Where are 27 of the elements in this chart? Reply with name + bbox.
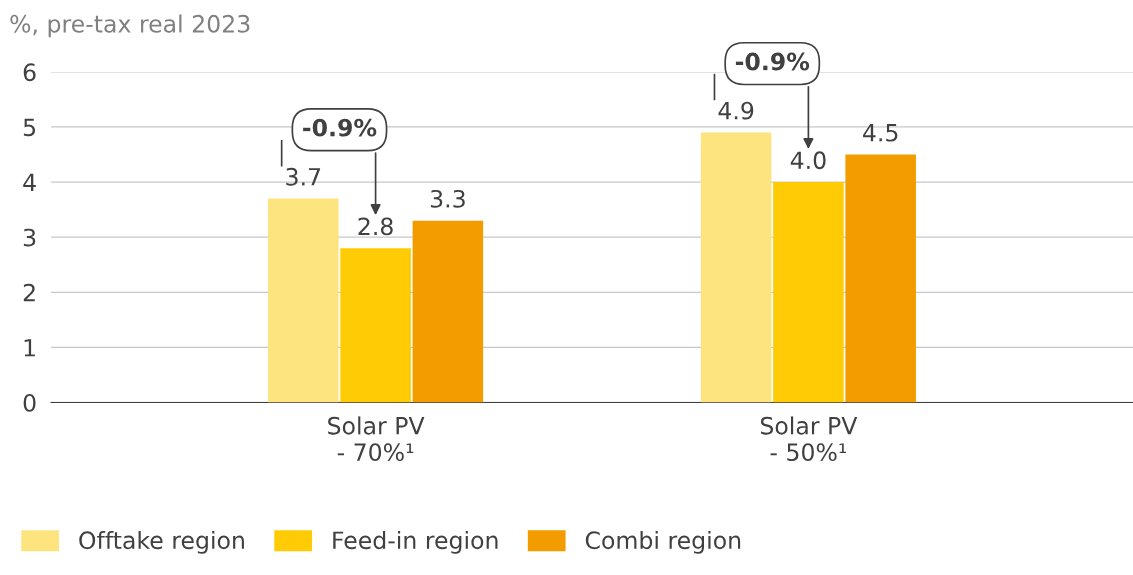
bar bbox=[340, 248, 411, 403]
data-label: 2.8 bbox=[358, 217, 393, 236]
annotation: -0.9% bbox=[303, 118, 377, 137]
data-label: 4.5 bbox=[863, 124, 898, 142]
bar bbox=[412, 220, 484, 403]
bar bbox=[773, 182, 844, 403]
y-tick-label: 0 bbox=[23, 393, 36, 412]
legend-label: Combi region bbox=[585, 530, 741, 554]
y-tick-label: 4 bbox=[23, 173, 36, 192]
text: -0.9% bbox=[735, 52, 810, 71]
bar bbox=[700, 132, 772, 403]
legend-label: Offtake region bbox=[79, 530, 244, 554]
data-label: 4.0 bbox=[790, 151, 826, 170]
y-axis-title: %, pre-tax real 2023 bbox=[10, 14, 250, 38]
x-tick-label: Solar PV - 70%¹ bbox=[328, 416, 425, 462]
data-label: 3.7 bbox=[286, 167, 321, 186]
data-label: 4.9 bbox=[718, 101, 754, 120]
x-tick-label: Solar PV - 50%¹ bbox=[760, 416, 858, 462]
bar bbox=[845, 154, 916, 403]
legend-label: Feed-in region bbox=[333, 530, 498, 554]
y-tick-label: 2 bbox=[23, 283, 35, 302]
y-tick-label: 3 bbox=[23, 228, 36, 247]
y-tick-label: 5 bbox=[23, 118, 36, 137]
y-tick-label: 6 bbox=[23, 63, 36, 82]
bar bbox=[268, 198, 339, 403]
y-tick-label: 1 bbox=[24, 339, 35, 357]
data-label: 3.3 bbox=[430, 189, 465, 208]
